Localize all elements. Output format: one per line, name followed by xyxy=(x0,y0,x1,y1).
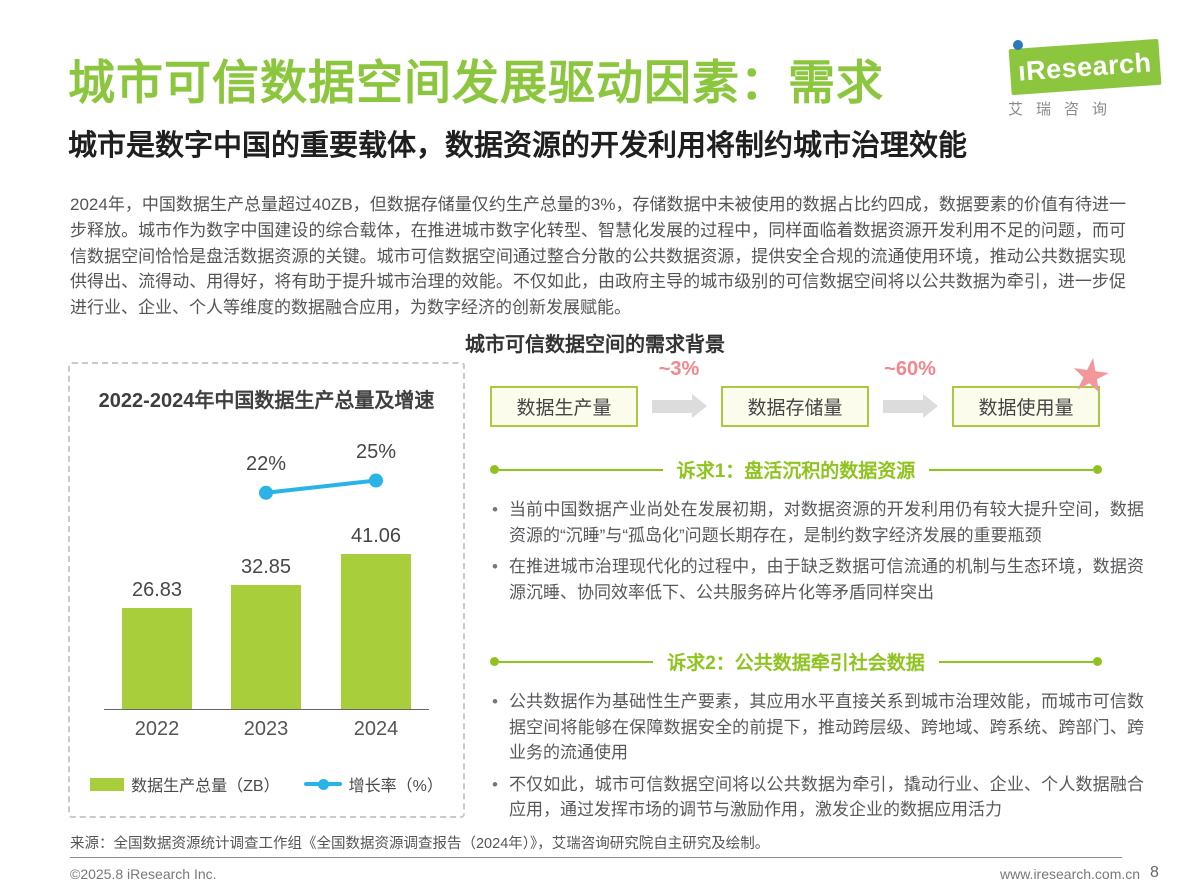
star-icon: ★ xyxy=(1066,346,1115,404)
flow-rate-usage: ~60% xyxy=(884,358,936,380)
bullet-dot-icon xyxy=(490,657,499,666)
growth-label-2024: 25% xyxy=(355,440,397,463)
list-item: 公共数据作为基础性生产要素，其应用水平直接关系到城市治理效能，而城市可信数据空间… xyxy=(490,689,1144,766)
copyright-text: ©2025.8 iResearch Inc. xyxy=(70,866,217,882)
bar-group-2024: 41.06 xyxy=(321,525,431,709)
demand1-heading-label: 诉求1：盘活沉积的数据资源 xyxy=(676,461,916,482)
chart-title: 2022-2024年中国数据生产总量及增速 xyxy=(98,390,435,412)
intro-paragraph: 2024年，中国数据生产总量超过40ZB，但数据存储量仅约生产总量的3%，存储数… xyxy=(70,195,1126,318)
bar-group-2022: 26.83 xyxy=(102,579,212,709)
bullet-dot-icon xyxy=(1093,657,1103,666)
page-title: 城市可信数据空间发展驱动因素：需求 xyxy=(68,56,884,109)
demand2-heading-label: 诉求2：公共数据牵引社会数据 xyxy=(667,653,925,674)
rule-line xyxy=(499,468,663,471)
logo-i-dot-icon xyxy=(1013,40,1023,50)
rule-line xyxy=(929,468,1094,471)
growth-rate-line xyxy=(259,473,383,500)
logo-caption: 艾瑞咨询 xyxy=(1008,101,1121,118)
x-tick-2023: 2023 xyxy=(243,718,289,740)
arrow-right-icon xyxy=(882,394,938,418)
data-flow-diagram: 数据生产量 数据存储量 数据使用量 xyxy=(490,386,1100,427)
list-item: 不仅如此，城市可信数据空间将以公共数据为牵引，撬动行业、企业、个人数据融合应用，… xyxy=(490,772,1144,823)
bar-2024 xyxy=(341,554,411,709)
flow-rate-storage: ~3% xyxy=(658,358,700,380)
demand1-heading: 诉求1：盘活沉积的数据资源 xyxy=(490,456,1103,483)
demand2-heading: 诉求2：公共数据牵引社会数据 xyxy=(490,648,1103,675)
bar-value-label: 41.06 xyxy=(350,525,402,547)
flow-box-usage: 数据使用量 xyxy=(952,386,1100,427)
demand1-bullet-list: 当前中国数据产业尚处在发展初期，对数据资源的开发利用仍有较大提升空间，数据资源的… xyxy=(490,497,1144,611)
demand2-bullet-list: 公共数据作为基础性生产要素，其应用水平直接关系到城市治理效能，而城市可信数据空间… xyxy=(490,689,1144,829)
section-title: 城市可信数据空间的需求背景 xyxy=(465,334,725,356)
list-item: 当前中国数据产业尚处在发展初期，对数据资源的开发利用仍有较大提升空间，数据资源的… xyxy=(490,497,1144,548)
bar-value-label: 26.83 xyxy=(131,579,183,601)
bar-group-2023: 32.85 xyxy=(211,556,321,709)
x-tick-2024: 2024 xyxy=(353,718,399,740)
rule-line xyxy=(499,660,654,663)
iresearch-logo: ıResearch 艾瑞咨询 xyxy=(1000,38,1162,118)
footer-divider xyxy=(70,857,1122,858)
bar-swatch-icon xyxy=(90,777,125,791)
bullet-dot-icon xyxy=(1093,465,1103,474)
page-subtitle: 城市是数字中国的重要载体，数据资源的开发利用将制约城市治理效能 xyxy=(68,130,968,162)
arrow-right-icon xyxy=(651,394,707,418)
rule-line xyxy=(938,660,1094,663)
flow-box-production: 数据生产量 xyxy=(490,386,638,427)
list-item: 在推进城市治理现代化的过程中，由于缺乏数据可信流通的机制与生态环境，数据资源沉睡… xyxy=(490,554,1144,605)
legend-label: 数据生产总量（ZB） xyxy=(131,778,280,795)
website-link[interactable]: www.iresearch.com.cn xyxy=(1000,866,1141,882)
page-number: 8 xyxy=(1150,864,1159,881)
flow-box-storage: 数据存储量 xyxy=(721,386,869,427)
x-tick-2022: 2022 xyxy=(134,718,180,740)
line-dot-icon xyxy=(317,778,329,790)
legend-item-growth: 增长率（%） xyxy=(303,772,443,796)
bar-2022 xyxy=(122,608,192,709)
x-axis-line xyxy=(104,709,429,710)
chart-legend: 数据生产总量（ZB） 增长率（%） xyxy=(70,772,463,796)
line-marker-icon xyxy=(303,778,342,790)
bar-value-label: 32.85 xyxy=(240,556,292,578)
growth-label-2023: 22% xyxy=(245,452,287,475)
chart-panel: 2022-2024年中国数据生产总量及增速 22% 25% 26.83 32.8… xyxy=(68,362,465,818)
legend-item-production: 数据生产总量（ZB） xyxy=(90,772,280,796)
chart-area: 2022-2024年中国数据生产总量及增速 22% 25% 26.83 32.8… xyxy=(70,364,463,816)
legend-label: 增长率（%） xyxy=(348,778,443,795)
logo-banner: ıResearch xyxy=(1008,38,1162,96)
bar-2023 xyxy=(231,585,301,709)
bullet-dot-icon xyxy=(490,465,499,474)
logo-brand-text: ıResearch xyxy=(1017,46,1153,87)
source-note: 来源：全国数据资源统计调查工作组《全国数据资源调查报告（2024年）》，艾瑞咨询… xyxy=(70,836,770,852)
